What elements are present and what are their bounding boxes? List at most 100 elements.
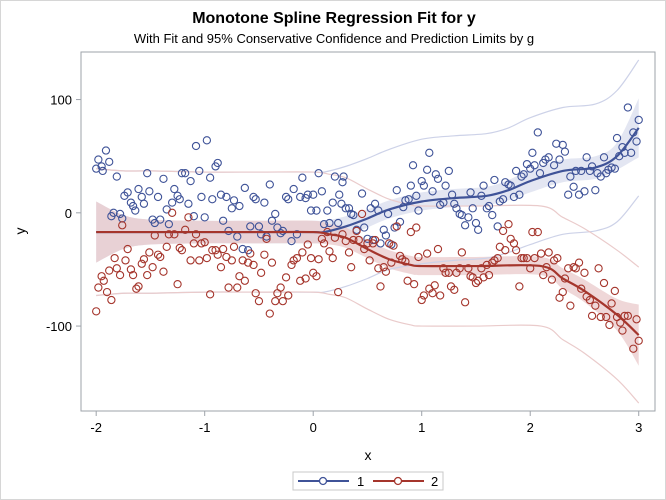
data-point-1	[412, 191, 421, 200]
data-point-1	[156, 215, 165, 224]
data-point-1	[544, 153, 553, 162]
data-point-1	[599, 153, 609, 162]
data-point-1	[473, 225, 483, 234]
data-point-1	[177, 169, 187, 178]
data-point-2	[607, 299, 616, 308]
data-point-2	[298, 248, 307, 257]
prediction-lower-2	[96, 291, 640, 404]
data-point-1	[260, 198, 269, 207]
data-point-2	[110, 253, 119, 263]
data-point-1	[482, 204, 491, 213]
data-point-1	[216, 190, 226, 199]
data-point-1	[265, 180, 274, 189]
data-point-2	[121, 256, 130, 265]
data-point-1	[312, 206, 321, 215]
data-point-1	[431, 170, 440, 179]
data-point-1	[376, 239, 385, 248]
data-point-2	[376, 282, 385, 291]
data-point-1	[309, 190, 318, 199]
data-point-1	[533, 128, 542, 137]
data-point-1	[560, 147, 570, 156]
data-point-1	[162, 205, 171, 214]
data-point-2	[205, 290, 215, 299]
data-point-2	[406, 227, 416, 237]
data-point-1	[460, 221, 470, 230]
data-point-2	[428, 289, 437, 298]
data-point-1	[509, 192, 519, 202]
data-point-2	[227, 256, 236, 265]
data-point-2	[256, 268, 266, 277]
data-point-1	[612, 133, 622, 143]
legend-box	[292, 471, 444, 491]
data-point-2	[296, 276, 305, 285]
data-point-2	[312, 272, 321, 281]
data-point-2	[218, 244, 228, 254]
data-point-2	[99, 276, 108, 285]
data-point-1	[289, 184, 298, 194]
data-point-1	[360, 223, 369, 232]
data-point-2	[430, 281, 439, 290]
data-point-2	[357, 209, 367, 219]
data-point-1	[101, 146, 111, 155]
data-point-2	[173, 280, 182, 289]
data-point-1	[197, 192, 206, 202]
data-point-2	[243, 258, 253, 267]
prediction-upper-1	[96, 59, 640, 174]
data-point-2	[419, 291, 429, 300]
data-point-1	[404, 195, 413, 204]
data-point-1	[422, 165, 432, 174]
data-point-2	[605, 320, 614, 330]
data-point-2	[629, 344, 638, 353]
data-point-1	[112, 172, 121, 181]
data-point-2	[249, 260, 258, 270]
y-tick-label: 100	[50, 93, 72, 108]
data-point-2	[118, 221, 127, 230]
x-tick-label: 3	[635, 420, 642, 435]
data-point-1	[123, 188, 132, 197]
data-point-2	[92, 307, 101, 316]
data-point-2	[123, 244, 132, 254]
data-point-1	[610, 164, 620, 173]
data-point-1	[471, 218, 481, 228]
data-point-2	[352, 226, 361, 236]
data-point-2	[186, 256, 195, 265]
y-axis-label: y	[12, 228, 28, 235]
data-point-1	[555, 155, 564, 164]
data-point-1	[337, 199, 346, 208]
legend-label-1: 1	[357, 474, 364, 489]
data-point-1	[170, 184, 179, 194]
data-point-1	[349, 210, 358, 220]
x-tick-label: -2	[90, 420, 102, 435]
data-point-1	[137, 192, 146, 202]
data-point-1	[547, 180, 557, 189]
data-point-2	[501, 246, 510, 255]
data-point-2	[195, 256, 204, 265]
data-point-2	[450, 285, 459, 294]
data-point-1	[298, 173, 307, 182]
data-point-2	[577, 284, 586, 293]
data-point-1	[484, 201, 494, 211]
data-point-1	[549, 161, 559, 170]
data-point-2	[519, 253, 528, 263]
data-point-2	[528, 227, 537, 237]
data-point-1	[591, 186, 600, 195]
data-point-2	[303, 240, 312, 249]
data-point-2	[381, 267, 391, 276]
data-point-2	[254, 296, 264, 306]
data-point-2	[471, 278, 481, 288]
data-point-2	[553, 253, 562, 263]
data-point-2	[278, 296, 287, 306]
data-point-1	[143, 169, 152, 178]
data-point-2	[211, 246, 220, 255]
data-point-1	[249, 192, 258, 202]
prediction-upper-2	[96, 168, 640, 268]
data-point-2	[616, 318, 625, 327]
data-point-1	[466, 188, 475, 197]
data-point-2	[148, 263, 157, 272]
data-point-2	[134, 282, 143, 291]
data-point-1	[517, 172, 526, 181]
data-point-2	[511, 246, 521, 255]
data-point-2	[365, 256, 374, 265]
data-point-2	[370, 235, 380, 245]
data-point-1	[134, 184, 143, 194]
